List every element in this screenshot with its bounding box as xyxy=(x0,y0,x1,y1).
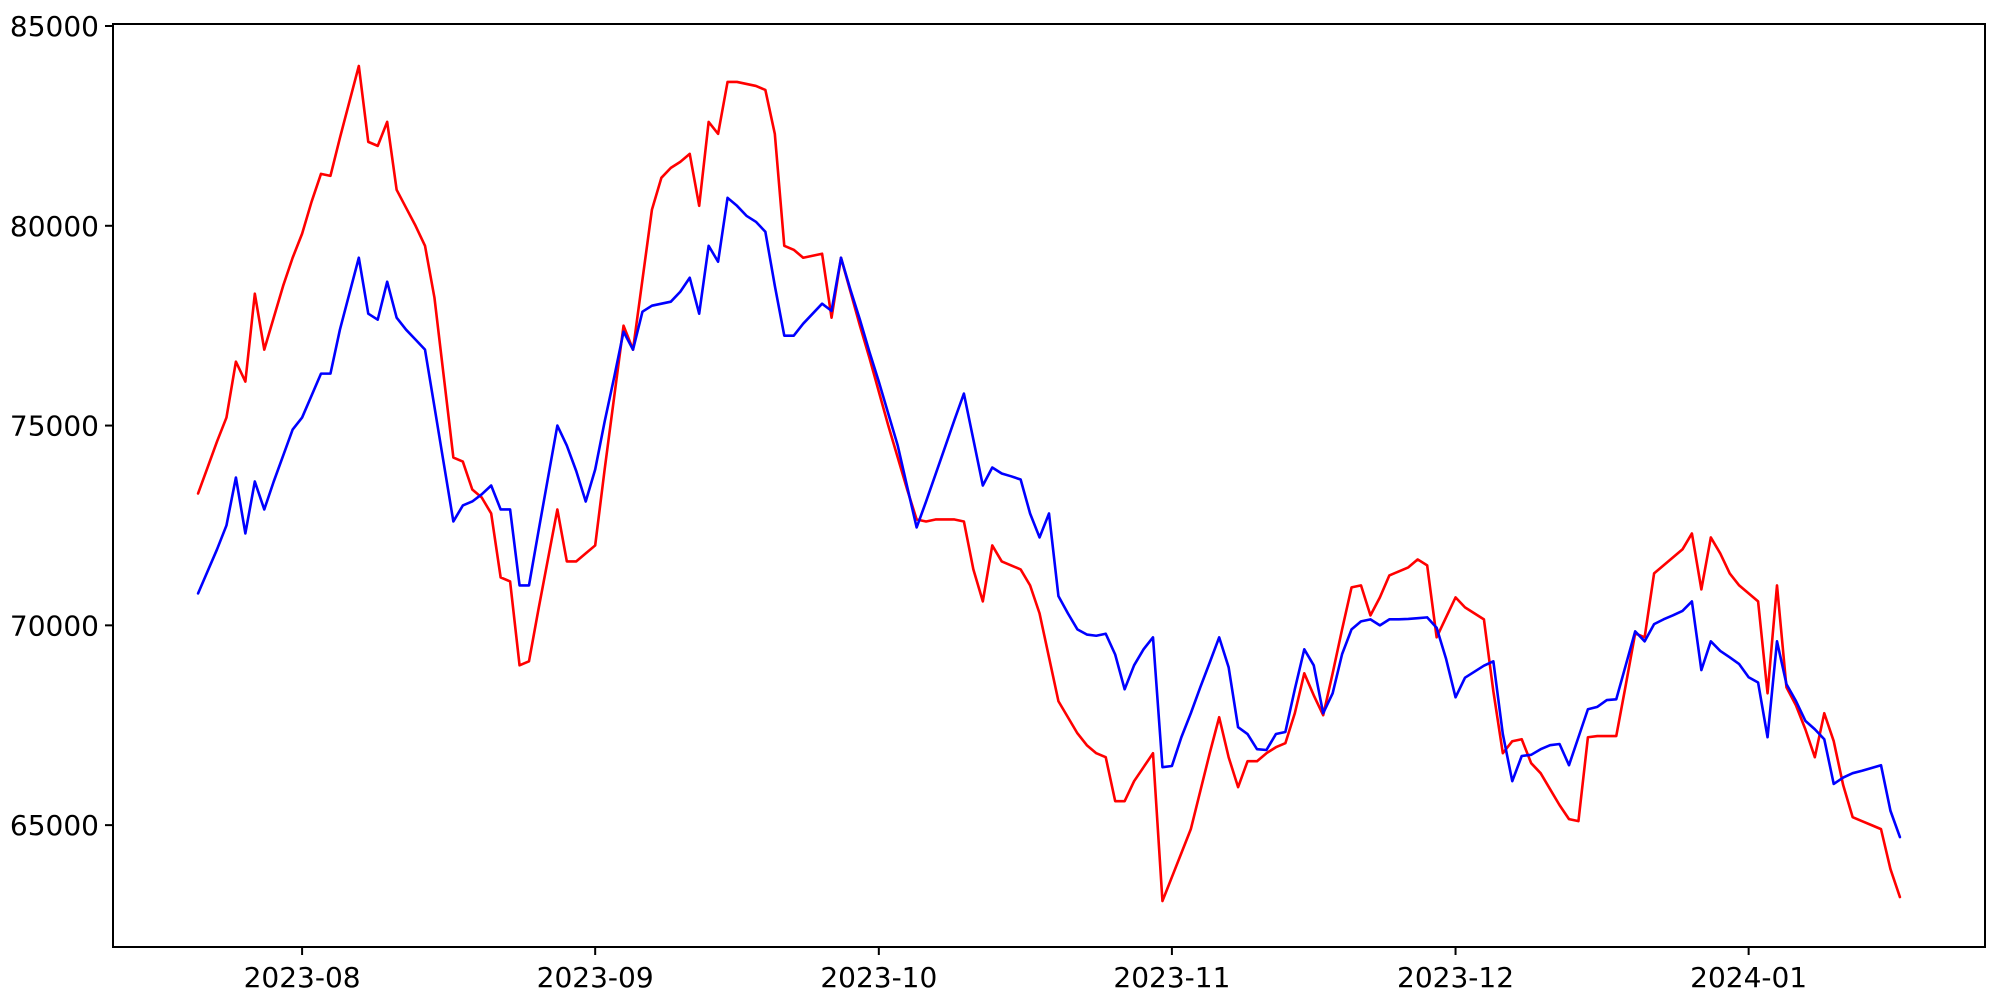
y-axis-tick-label: 80000 xyxy=(10,210,99,243)
y-axis-tick-label: 65000 xyxy=(10,809,99,842)
x-axis-tick-label: 2023-08 xyxy=(244,961,361,994)
x-axis-tick-label: 2023-10 xyxy=(820,961,937,994)
x-axis-tick-label: 2023-11 xyxy=(1113,961,1230,994)
y-axis-tick-label: 85000 xyxy=(10,10,99,43)
x-axis-tick-label: 2024-01 xyxy=(1690,961,1807,994)
x-axis-tick-label: 2023-12 xyxy=(1397,961,1514,994)
series-line-blue-series xyxy=(196,196,1902,839)
y-axis-tick-label: 70000 xyxy=(10,609,99,642)
y-axis-tick-label: 75000 xyxy=(10,410,99,443)
x-axis-tick-label: 2023-09 xyxy=(537,961,654,994)
series-line-red-series xyxy=(196,64,1902,903)
plot-border xyxy=(112,23,1986,948)
